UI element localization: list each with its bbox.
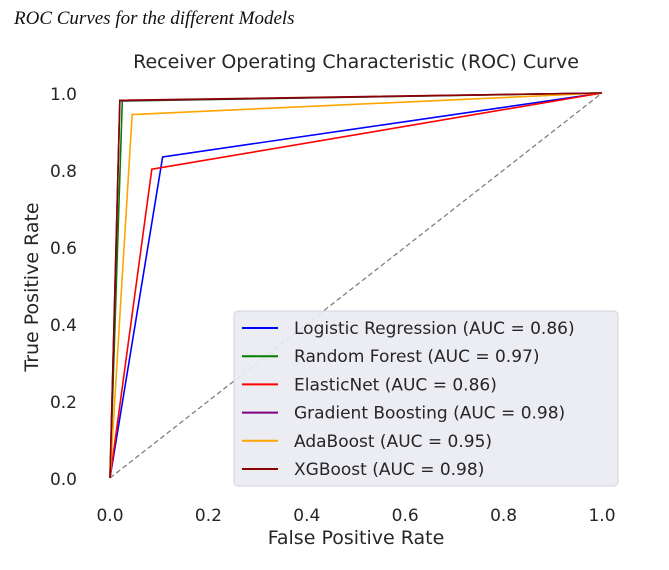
y-tick-label: 0.4 (50, 316, 77, 336)
x-tick-label: 0.2 (195, 506, 222, 526)
chart-title: Receiver Operating Characteristic (ROC) … (133, 51, 579, 73)
y-axis-label: True Positive Rate (21, 202, 43, 372)
x-tick-label: 0.6 (392, 506, 419, 526)
y-tick-labels: 0.0 0.2 0.4 0.6 0.8 1.0 (50, 85, 77, 490)
legend-label: ElasticNet (AUC = 0.86) (294, 375, 497, 395)
figure-caption: ROC Curves for the different Models (14, 8, 295, 29)
legend-label: AdaBoost (AUC = 0.95) (294, 432, 492, 452)
x-tick-label: 0.8 (490, 506, 517, 526)
y-tick-label: 0.6 (50, 239, 77, 259)
roc-series-line-5 (109, 92, 603, 479)
chance-diagonal-line (109, 92, 603, 479)
x-tick-label: 0.0 (96, 506, 123, 526)
y-tick-label: 0.0 (50, 470, 77, 490)
legend-label: XGBoost (AUC = 0.98) (294, 460, 484, 480)
x-tick-label: 1.0 (588, 506, 615, 526)
x-tick-label: 0.4 (293, 506, 320, 526)
y-tick-label: 1.0 (50, 85, 77, 105)
legend-label: Logistic Regression (AUC = 0.86) (294, 319, 575, 339)
x-axis-label: False Positive Rate (268, 527, 445, 549)
legend: Logistic Regression (AUC = 0.86) Random F… (233, 310, 619, 487)
plot-lines (109, 92, 603, 479)
roc-series-line-2 (109, 92, 603, 479)
legend-label: Random Forest (AUC = 0.97) (294, 347, 539, 367)
roc-series-line-0 (109, 92, 603, 479)
x-tick-labels: 0.0 0.2 0.4 0.6 0.8 1.0 (96, 506, 615, 526)
y-tick-label: 0.8 (50, 162, 77, 182)
legend-label: Gradient Boosting (AUC = 0.98) (294, 404, 565, 424)
roc-series-line-4 (109, 92, 603, 479)
y-tick-label: 0.2 (50, 393, 77, 413)
legend-box (233, 310, 619, 487)
